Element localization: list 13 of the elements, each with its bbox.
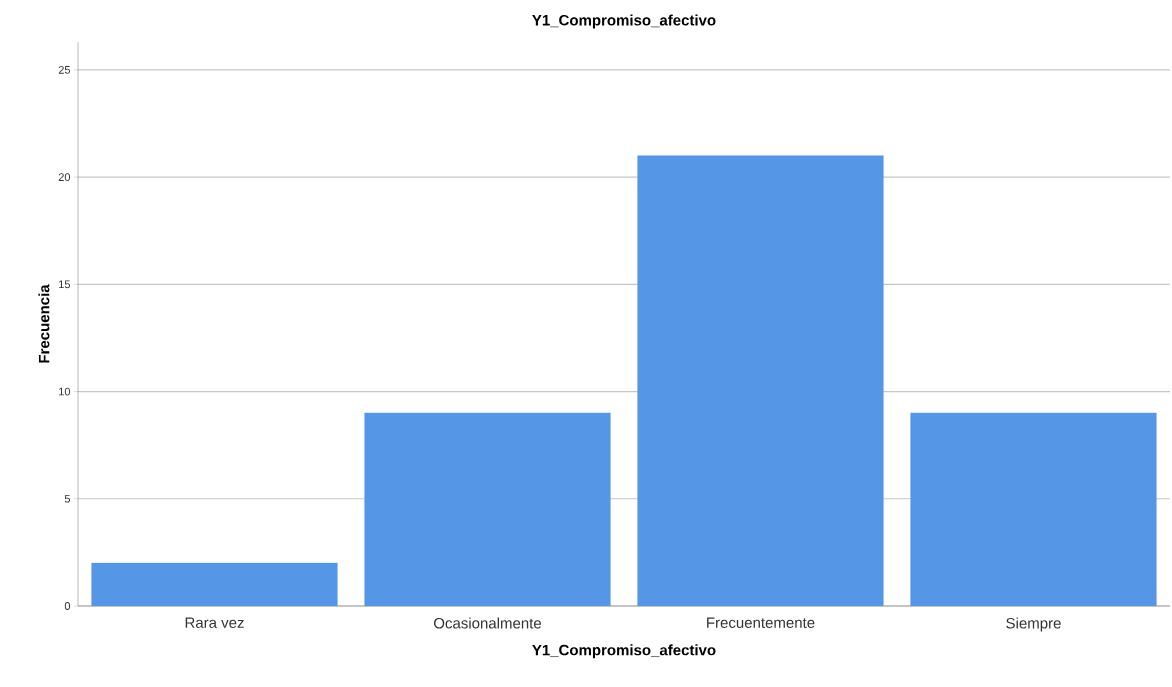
x-tick-label: Rara vez bbox=[185, 617, 244, 628]
y-tick-label: 0 bbox=[64, 602, 71, 610]
y-tick-label: 10 bbox=[59, 387, 71, 396]
y-tick-label: 25 bbox=[58, 65, 71, 74]
y-tick-label: 15 bbox=[59, 280, 71, 289]
x-tick-label: Siempre bbox=[1006, 617, 1061, 632]
y-tick-label: 20 bbox=[58, 173, 71, 181]
chart-title: Y1_Compromiso_afectivo bbox=[532, 14, 716, 29]
y-tick-label: 5 bbox=[64, 494, 71, 503]
x-tick-label: Ocasionalmente bbox=[434, 617, 542, 629]
x-tick-label: Frecuentemente bbox=[707, 617, 815, 628]
x-axis-title: Y1_Compromiso_afectivo bbox=[532, 644, 716, 659]
y-axis-title: Frecuencia bbox=[38, 284, 50, 363]
